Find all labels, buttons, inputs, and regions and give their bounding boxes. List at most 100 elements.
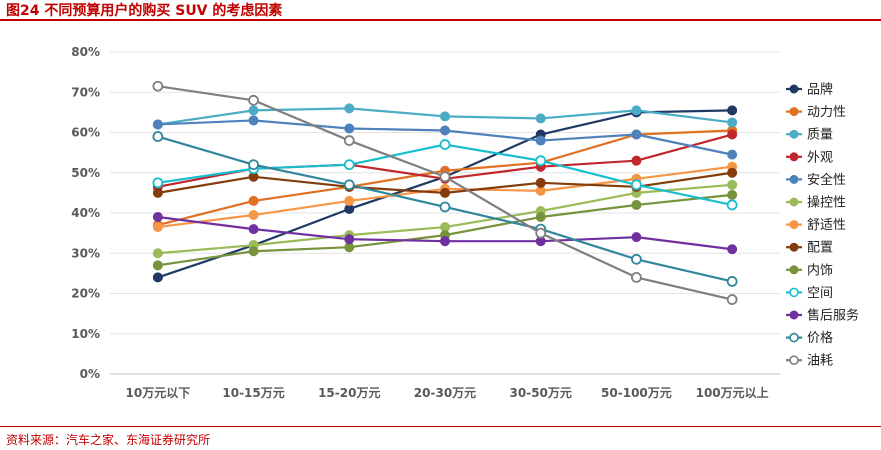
data-point bbox=[152, 131, 164, 142]
legend-item: 安全性 bbox=[786, 172, 846, 188]
data-point bbox=[439, 201, 451, 213]
legend-item: 质量 bbox=[786, 128, 833, 143]
legend-label: 舒适性 bbox=[807, 218, 846, 233]
legend-item: 售后服务 bbox=[786, 308, 859, 324]
y-tick-label: 80% bbox=[71, 45, 100, 59]
data-point bbox=[726, 276, 738, 287]
legend-item: 配置 bbox=[786, 241, 833, 256]
data-point bbox=[152, 187, 163, 198]
x-tick-label: 20-30万元 bbox=[414, 386, 476, 400]
data-point bbox=[727, 244, 738, 255]
data-point bbox=[344, 234, 355, 245]
title-rule bbox=[0, 19, 881, 21]
data-point bbox=[727, 167, 738, 178]
x-axis-ticks: 10万元以下 10-15万元 15-20万元 20-30万元 30-50万元 50-100… bbox=[126, 385, 769, 400]
legend-swatch-marker bbox=[789, 107, 799, 117]
legend-item: 外观 bbox=[786, 150, 833, 165]
source-rule bbox=[0, 426, 881, 427]
legend-swatch-marker bbox=[789, 265, 799, 275]
legend-label: 价格 bbox=[807, 330, 833, 346]
y-tick-label: 50% bbox=[71, 166, 100, 180]
legend-swatch-marker bbox=[789, 84, 799, 94]
data-point bbox=[726, 294, 738, 305]
series-售后服务 bbox=[152, 212, 738, 255]
series-质量 bbox=[152, 103, 738, 130]
data-point bbox=[535, 155, 547, 167]
data-point bbox=[152, 260, 163, 271]
y-tick-label: 20% bbox=[71, 287, 100, 301]
data-point bbox=[535, 212, 546, 223]
x-tick-label: 10万元以下 bbox=[126, 386, 191, 400]
data-point bbox=[631, 253, 642, 265]
data-point bbox=[440, 187, 450, 198]
series-lines bbox=[152, 80, 738, 305]
legend-label: 外观 bbox=[807, 150, 833, 165]
legend-swatch-marker bbox=[789, 355, 799, 366]
x-tick-label: 15-20万元 bbox=[318, 386, 380, 400]
legend-label: 配置 bbox=[807, 241, 833, 256]
data-point bbox=[727, 105, 738, 116]
legend-swatch-marker bbox=[789, 310, 799, 320]
y-tick-label: 40% bbox=[71, 206, 100, 220]
data-point bbox=[631, 179, 642, 191]
x-tick-label: 100万元以上 bbox=[696, 385, 769, 400]
data-point bbox=[535, 227, 547, 239]
legend-swatch-marker bbox=[789, 242, 799, 252]
data-point bbox=[535, 135, 546, 146]
data-point bbox=[727, 117, 738, 128]
legend-swatch-marker bbox=[789, 174, 799, 184]
data-point bbox=[152, 222, 163, 233]
data-point bbox=[439, 171, 451, 183]
legend-label: 品牌 bbox=[807, 82, 833, 98]
data-point bbox=[152, 119, 163, 130]
legend-item: 品牌 bbox=[786, 82, 833, 98]
data-point bbox=[248, 246, 259, 257]
legend-item: 操控性 bbox=[786, 195, 846, 211]
legend-label: 内饰 bbox=[807, 262, 833, 278]
data-point bbox=[248, 210, 259, 221]
data-point bbox=[440, 125, 450, 136]
data-point bbox=[726, 199, 738, 211]
data-point bbox=[727, 179, 738, 190]
legend-label: 动力性 bbox=[807, 105, 846, 120]
legend-item: 动力性 bbox=[786, 105, 846, 120]
x-tick-label: 50-100万元 bbox=[601, 386, 672, 400]
series-油耗 bbox=[152, 80, 738, 305]
data-point bbox=[727, 129, 738, 140]
series-安全性 bbox=[152, 115, 738, 160]
data-point bbox=[631, 232, 642, 243]
data-point bbox=[344, 103, 355, 114]
data-point bbox=[248, 105, 259, 116]
series-内饰 bbox=[152, 189, 738, 271]
legend-item: 价格 bbox=[786, 330, 833, 346]
legend-swatch-marker bbox=[789, 287, 799, 298]
data-point bbox=[343, 179, 355, 191]
data-point bbox=[152, 177, 164, 189]
data-point bbox=[248, 224, 259, 235]
data-point bbox=[248, 115, 259, 126]
data-point bbox=[248, 159, 259, 171]
data-point bbox=[535, 177, 546, 188]
data-point bbox=[440, 111, 450, 122]
data-point bbox=[631, 155, 642, 166]
data-point bbox=[152, 248, 163, 259]
legend-item: 空间 bbox=[786, 286, 833, 301]
legend-item: 内饰 bbox=[786, 262, 833, 278]
data-point bbox=[152, 272, 163, 283]
x-tick-label: 10-15万元 bbox=[222, 386, 284, 400]
data-point bbox=[631, 129, 642, 140]
legend-swatch-marker bbox=[789, 220, 799, 230]
legend-item: 舒适性 bbox=[786, 218, 846, 233]
data-point bbox=[535, 113, 546, 124]
legend-label: 售后服务 bbox=[807, 308, 859, 324]
legend-item: 油耗 bbox=[786, 354, 833, 369]
legend-label: 质量 bbox=[807, 128, 833, 143]
data-point bbox=[344, 195, 355, 206]
series-价格 bbox=[152, 131, 738, 287]
y-tick-label: 10% bbox=[71, 327, 100, 341]
legend-swatch-marker bbox=[789, 152, 799, 162]
y-tick-label: 0% bbox=[80, 367, 100, 381]
legend-label: 空间 bbox=[807, 286, 833, 301]
data-point bbox=[727, 149, 738, 160]
x-tick-label: 30-50万元 bbox=[510, 386, 572, 400]
